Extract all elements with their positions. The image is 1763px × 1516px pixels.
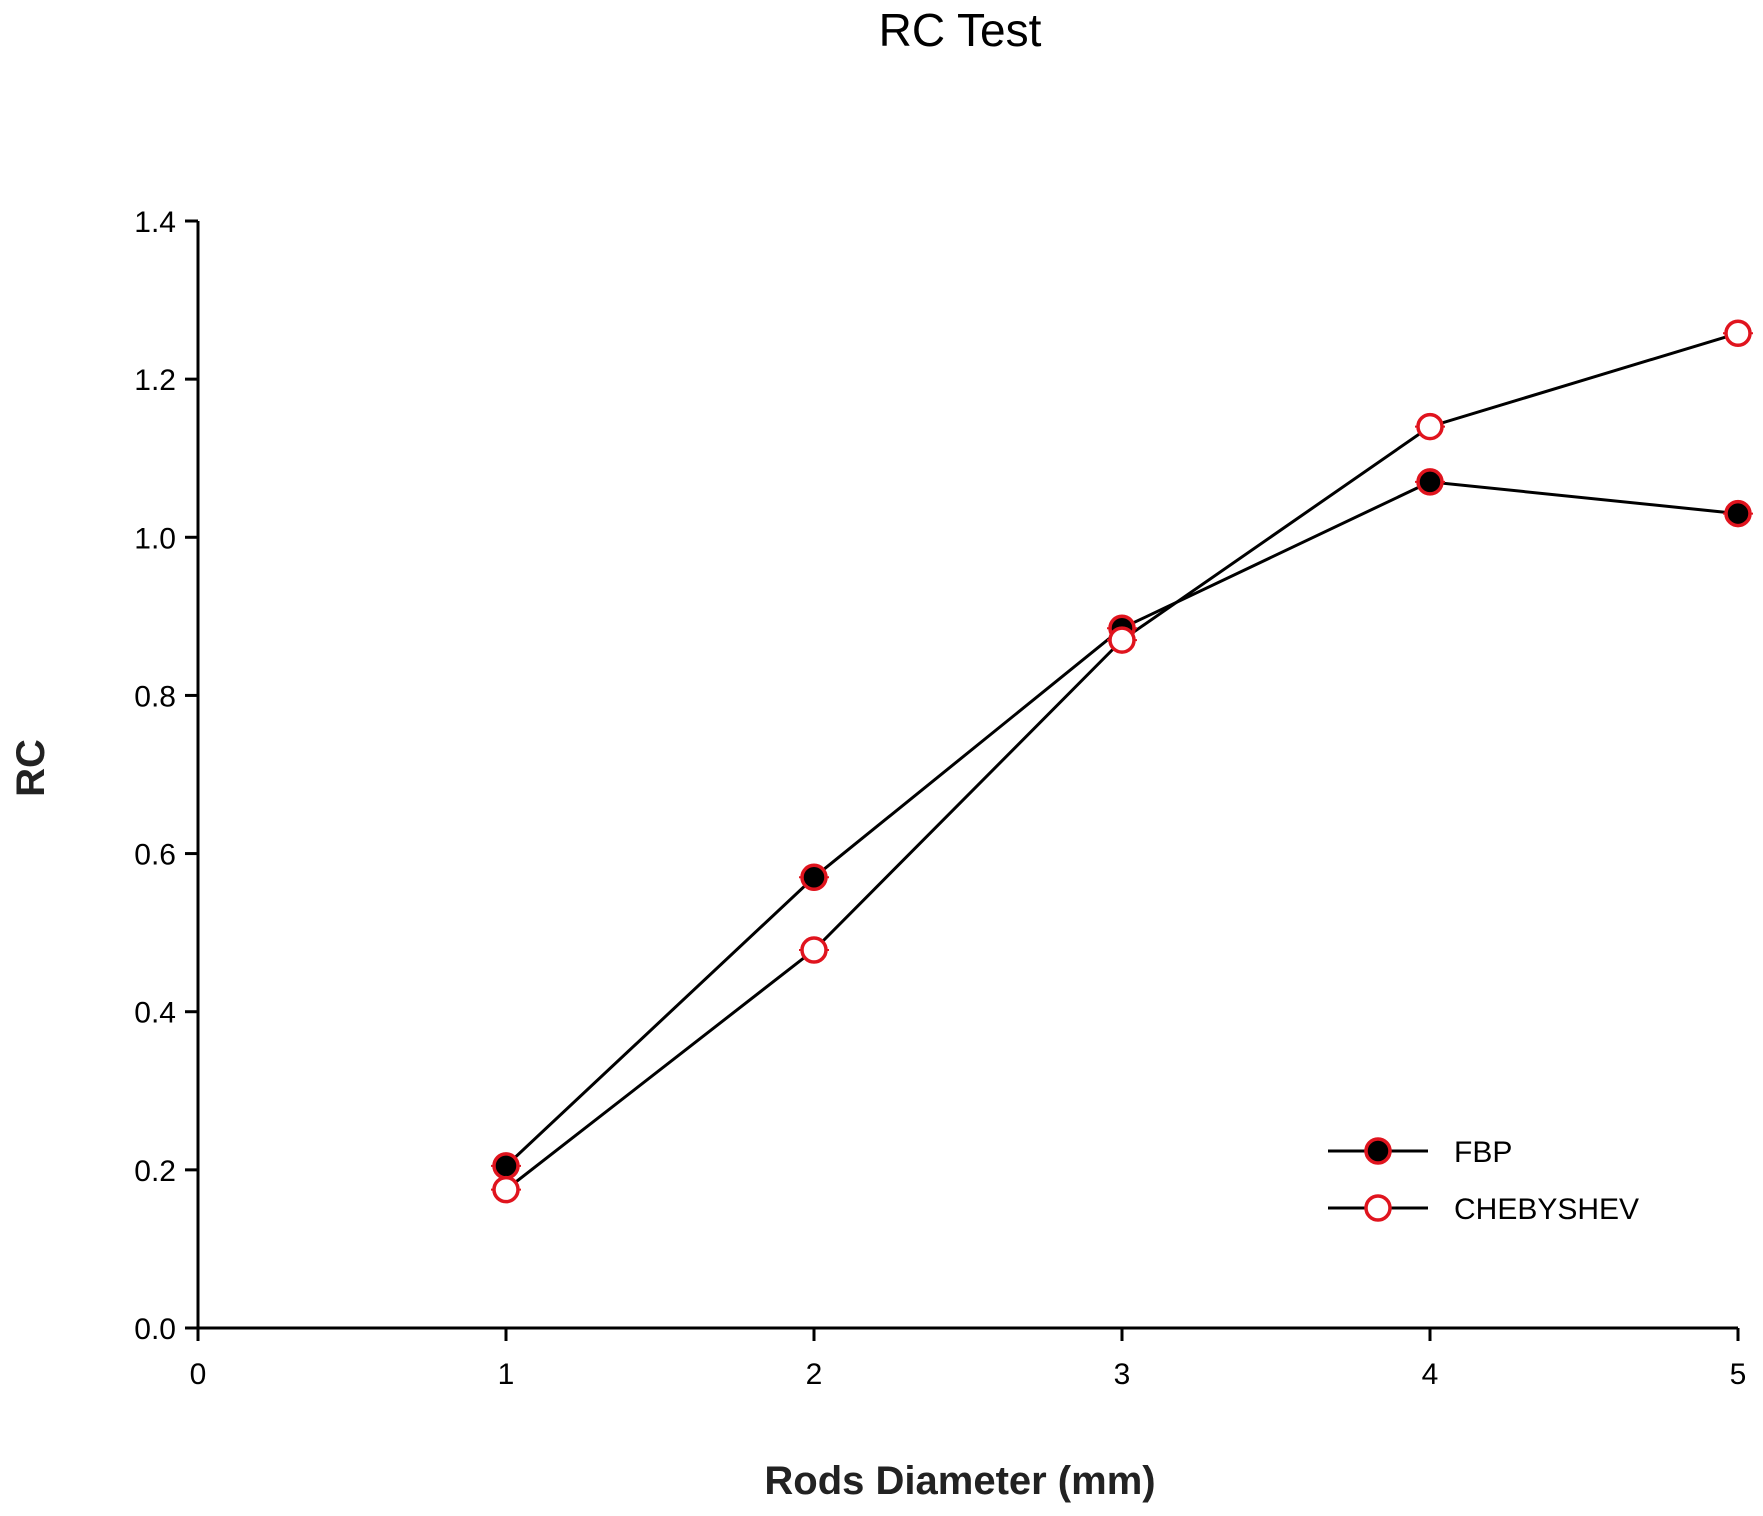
- series-line-chebyshev: [505, 331, 1739, 1191]
- x-tick-label: 3: [1114, 1358, 1131, 1391]
- x-axis-label: Rods Diameter (mm): [764, 1459, 1155, 1503]
- y-tick-label: 1.0: [134, 522, 176, 555]
- x-tick-label: 4: [1422, 1358, 1439, 1391]
- series-line-fbp: [504, 480, 1739, 1167]
- y-tick-label: 0.2: [134, 1155, 176, 1188]
- legend: FBP CHEBYSHEV: [1328, 1136, 1639, 1226]
- data-point-fbp: [1416, 468, 1444, 496]
- y-tick-label: 0.8: [134, 680, 176, 713]
- chart-title: RC Test: [879, 4, 1042, 56]
- legend-label-fbp: FBP: [1454, 1136, 1512, 1169]
- data-point-chebyshev: [1416, 412, 1444, 441]
- data-point-chebyshev: [1108, 626, 1136, 654]
- series-lines: [504, 331, 1739, 1191]
- y-tick-label: 0.6: [134, 839, 176, 872]
- axis-ticks: 0.0 0.2 0.4 0.6 0.8 1.0 1.2 1.4 0 1 2 3 4 5: [134, 206, 1746, 1391]
- legend-marker-chebyshev: [1364, 1194, 1392, 1222]
- series-markers: [491, 319, 1753, 1204]
- y-axis-label: RC: [9, 739, 53, 797]
- legend-label-chebyshev: CHEBYSHEV: [1454, 1193, 1639, 1226]
- data-point-fbp: [492, 1152, 520, 1180]
- y-tick-label: 1.2: [134, 364, 176, 397]
- x-tick-label: 2: [806, 1358, 823, 1391]
- data-point-fbp: [1724, 499, 1752, 528]
- legend-marker-fbp: [1364, 1137, 1392, 1165]
- y-tick-label: 1.4: [134, 206, 176, 239]
- y-tick-label: 0.0: [134, 1313, 176, 1346]
- y-tick-label: 0.4: [134, 997, 176, 1030]
- x-tick-label: 1: [498, 1358, 515, 1391]
- x-tick-label: 5: [1730, 1358, 1747, 1391]
- data-point-chebyshev: [492, 1175, 520, 1204]
- x-tick-label: 0: [190, 1358, 207, 1391]
- data-point-chebyshev: [1724, 319, 1752, 348]
- data-point-chebyshev: [800, 936, 828, 964]
- data-point-fbp: [800, 863, 828, 892]
